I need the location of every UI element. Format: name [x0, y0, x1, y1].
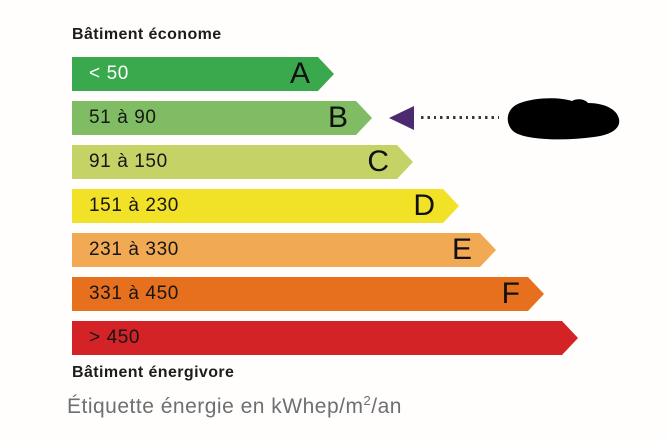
- energy-range-label: < 50: [89, 63, 129, 84]
- energy-class-letter: C: [367, 145, 389, 178]
- energy-class-letter: E: [451, 233, 472, 266]
- energy-bar-row-A: < 50 A: [72, 57, 334, 91]
- energy-bar-row-B: 51 à 90 B: [72, 101, 372, 135]
- energy-range-label: 331 à 450: [89, 283, 179, 304]
- economical-building-label: Bâtiment économe: [72, 26, 222, 43]
- caption-text: Étiquette énergie en kWhep/m: [67, 395, 364, 418]
- energy-class-letter: D: [413, 189, 435, 222]
- energy-label-caption: Étiquette énergie en kWhep/m2/an: [67, 393, 402, 419]
- energy-bar-row-D: 151 à 230 D: [72, 189, 459, 223]
- arrow-left-icon: [389, 106, 414, 130]
- energy-range-label: > 450: [89, 327, 141, 348]
- energy-range-label: 231 à 330: [89, 239, 179, 260]
- energy-class-letter: F: [501, 277, 520, 310]
- energy-intensive-building-label: Bâtiment énergivore: [72, 364, 235, 381]
- energy-bar-row-C: 91 à 150 C: [72, 145, 413, 179]
- energy-range-label: 151 à 230: [89, 195, 179, 216]
- energy-range-label: 91 à 150: [89, 151, 168, 172]
- caption-text-suffix: /an: [371, 395, 402, 418]
- energy-bar-row-F: 331 à 450 F: [72, 277, 544, 311]
- energy-bar-row-G: > 450: [72, 321, 578, 355]
- energy-bar-row-E: 231 à 330 E: [72, 233, 496, 267]
- energy-class-letter: B: [327, 101, 348, 134]
- energy-class-letter: A: [289, 57, 310, 90]
- energy-scale: < 50 A 51 à 90 B 91 à 150 C 151 à 230 D …: [72, 57, 578, 355]
- dotted-leader-line: [421, 116, 499, 119]
- caption-superscript: 2: [363, 393, 372, 408]
- redaction-scribble: [507, 98, 620, 140]
- energy-range-label: 51 à 90: [89, 107, 157, 128]
